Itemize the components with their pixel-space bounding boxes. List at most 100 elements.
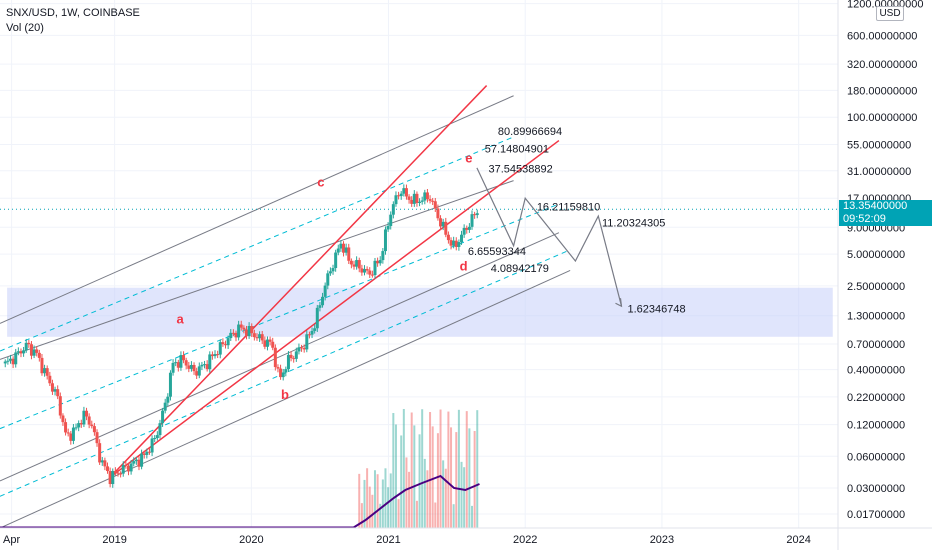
- x-tick-label-5: 2023: [650, 534, 674, 546]
- candle-body-31: [85, 410, 89, 417]
- projection-path: [476, 167, 623, 307]
- volume-bar-177: [468, 428, 471, 528]
- candle-body-158: [418, 201, 422, 203]
- volume-bar-175: [463, 467, 466, 528]
- candle-body-43: [116, 472, 120, 474]
- volume-bar-152: [402, 408, 405, 528]
- candle-body-36: [98, 443, 102, 463]
- candle-body-111: [294, 351, 298, 359]
- candle-body-91: [242, 327, 246, 330]
- level-annotation-1: 57.14804901: [485, 144, 549, 156]
- candle-body-121: [321, 296, 325, 306]
- wave-label-b: b: [281, 387, 289, 402]
- candle-body-161: [425, 192, 429, 200]
- y-tick-label-6: 31.00000000: [847, 166, 911, 178]
- candle-body-52: [140, 453, 144, 467]
- candle-body-81: [216, 354, 220, 356]
- y-tick-label-4: 100.00000000: [847, 112, 917, 124]
- candle-body-48: [129, 463, 133, 472]
- candle-body-99: [263, 340, 267, 347]
- volume-bar-167: [442, 460, 445, 528]
- candle-body-176: [465, 227, 469, 230]
- y-tick-label-9: 5.00000000: [847, 249, 905, 261]
- volume-bar-142: [376, 474, 379, 528]
- volume-bar-162: [429, 412, 432, 528]
- support-zone: [7, 287, 833, 337]
- candle-body-59: [158, 423, 162, 436]
- candle-body-152: [402, 188, 406, 194]
- x-tick-label-1: 2019: [102, 534, 126, 546]
- volume-bar-166: [439, 409, 442, 528]
- candle-body-109: [289, 354, 293, 359]
- candle-body-135: [357, 260, 361, 269]
- wave-label-c: c: [317, 174, 324, 189]
- volume-bar-171: [452, 504, 455, 528]
- candle-body-80: [213, 354, 217, 357]
- candle-body-167: [441, 221, 445, 227]
- candle-body-160: [423, 192, 427, 201]
- candle-body-50: [134, 459, 138, 462]
- y-tick-label-14: 0.22000000: [847, 392, 905, 404]
- y-tick-label-16: 0.06000000: [847, 451, 905, 463]
- candle-body-153: [404, 188, 408, 197]
- candle-body-57: [153, 438, 157, 440]
- candle-body-102: [271, 341, 275, 348]
- candle-body-100: [265, 339, 269, 347]
- candle-body-94: [250, 326, 254, 334]
- candle-body-101: [268, 339, 272, 342]
- volume-bar-160: [423, 458, 426, 528]
- candle-body-27: [74, 427, 78, 429]
- level-annotation-4: 11.20324305: [602, 217, 665, 229]
- candle-body-126: [334, 252, 338, 269]
- candle-body-106: [281, 372, 285, 378]
- volume-bar-178: [471, 505, 474, 528]
- candle-body-49: [132, 461, 136, 464]
- candle-body-104: [276, 367, 280, 369]
- candle-body-24: [66, 432, 70, 434]
- level-annotation-6: 4.08942179: [491, 263, 549, 275]
- candle-body-53: [142, 453, 146, 455]
- volume-bar-139: [368, 486, 371, 528]
- channel-cyan-line-2: [0, 249, 571, 497]
- candle-body-10: [29, 344, 33, 356]
- symbol-line[interactable]: SNX/USD, 1W, COINBASE: [6, 7, 140, 19]
- candle-body-40: [108, 471, 112, 485]
- candle-body-134: [355, 260, 359, 267]
- candle-body-12: [35, 349, 39, 353]
- volume-bar-169: [447, 411, 450, 528]
- candle-body-177: [467, 226, 471, 230]
- candle-body-175: [462, 227, 466, 235]
- level-annotation-7: 1.62346748: [627, 303, 685, 315]
- y-tick-label-1: 600.00000000: [847, 30, 917, 42]
- volume-bar-148: [392, 413, 395, 528]
- candle-body-137: [362, 268, 366, 273]
- candle-body-136: [360, 268, 364, 273]
- volume-bar-157: [415, 500, 418, 528]
- candle-body-85: [226, 338, 230, 346]
- candle-body-97: [258, 334, 262, 339]
- candle-body-72: [192, 364, 196, 372]
- currency-badge[interactable]: USD: [876, 6, 904, 21]
- candle-body-92: [244, 329, 248, 337]
- volume-line[interactable]: Vol (20): [6, 22, 44, 34]
- candle-body-25: [69, 433, 73, 441]
- candle-body-129: [342, 243, 346, 253]
- candle-body-174: [460, 234, 464, 243]
- level-annotation-2: 37.54538892: [488, 163, 552, 175]
- candle-body-21: [58, 396, 62, 416]
- x-tick-label-6: 2024: [786, 534, 810, 546]
- candle-body-120: [318, 305, 322, 308]
- candle-body-60: [161, 410, 165, 424]
- candle-body-66: [176, 362, 180, 368]
- candle-body-130: [344, 247, 348, 253]
- candle-body-155: [410, 199, 414, 204]
- candle-body-171: [452, 240, 456, 246]
- candle-body-30: [82, 410, 86, 425]
- candle-body-154: [407, 196, 411, 200]
- candle-body-179: [473, 214, 477, 216]
- candle-body-117: [310, 330, 314, 335]
- candle-body-5: [16, 351, 20, 353]
- candle-body-41: [111, 470, 115, 485]
- channel-cyan-line-0: [0, 136, 514, 352]
